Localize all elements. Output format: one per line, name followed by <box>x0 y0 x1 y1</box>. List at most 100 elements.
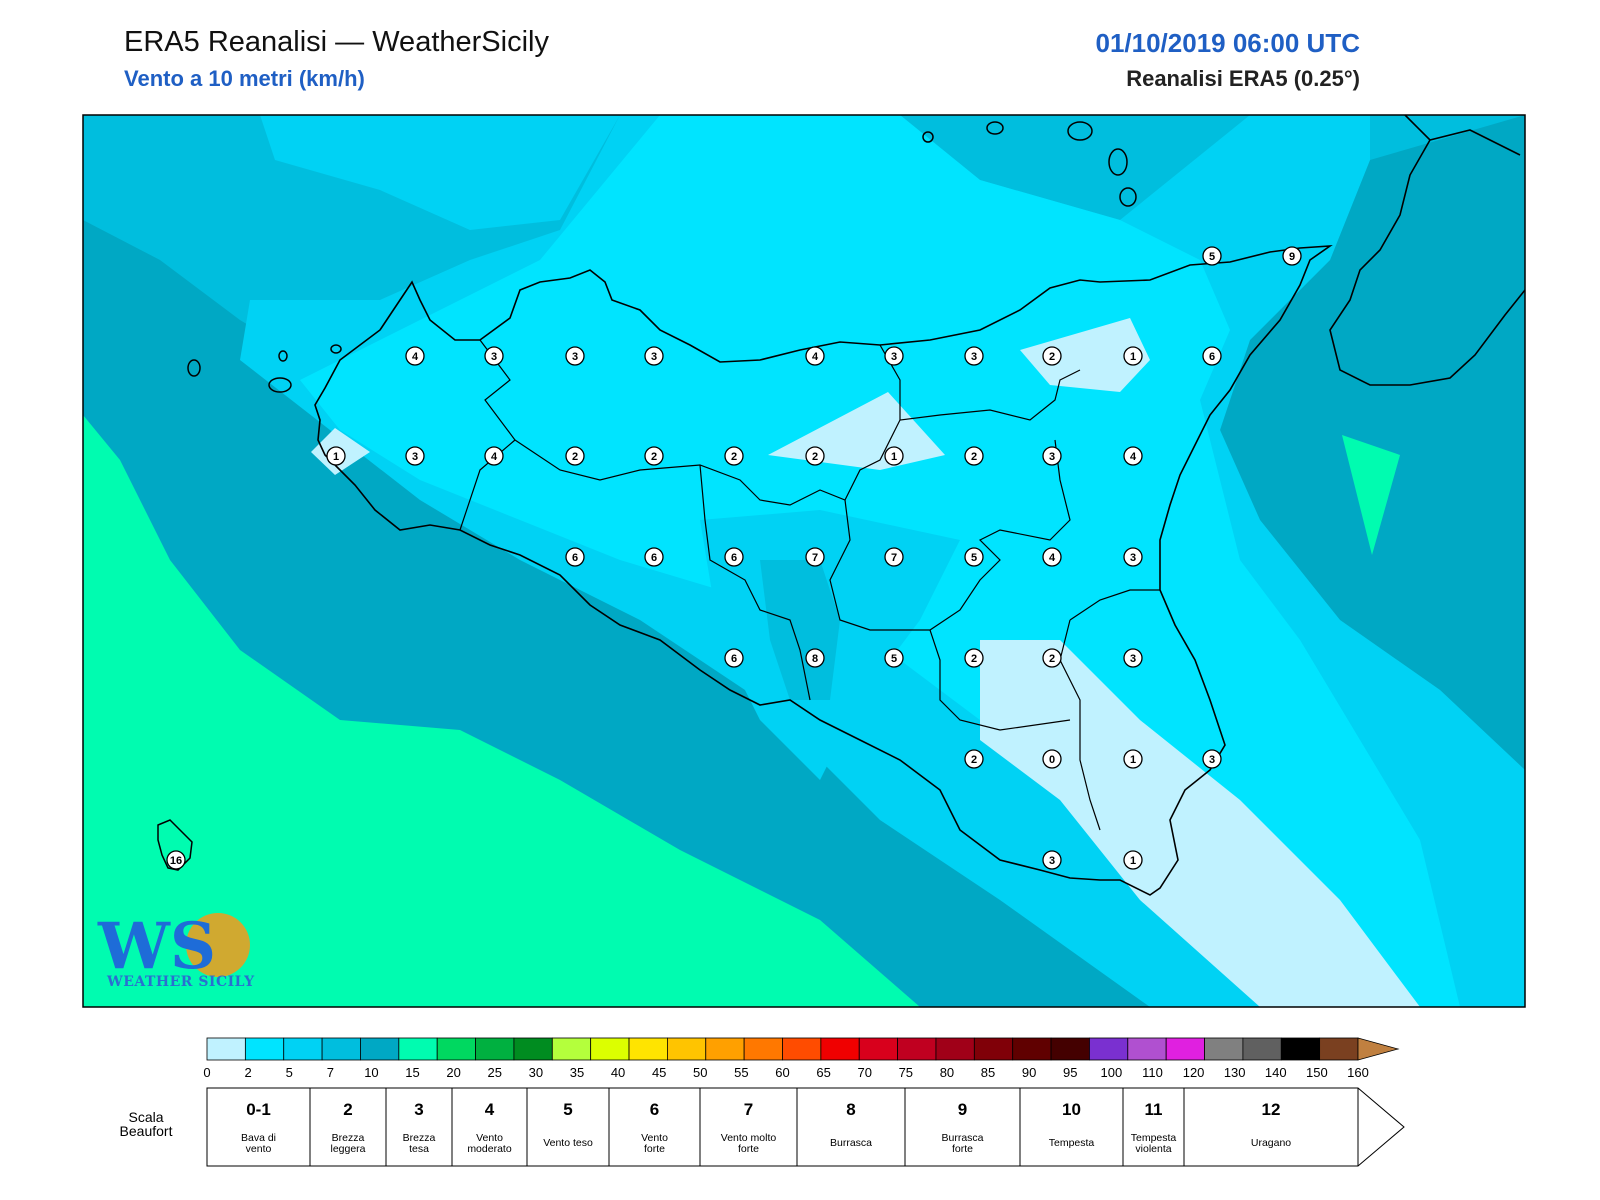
colorbar-tick-label: 130 <box>1224 1065 1246 1080</box>
colorbar-segment <box>244 1037 285 1061</box>
colorbar-segment <box>973 1037 1014 1061</box>
beaufort-description: Brezza <box>403 1132 436 1144</box>
colorbar-segment <box>513 1037 553 1061</box>
colorbar-tick-label: 140 <box>1265 1065 1287 1080</box>
station-marker: 3 <box>884 346 904 366</box>
beaufort-number: 11 <box>1145 1100 1163 1119</box>
station-value: 7 <box>812 552 818 564</box>
beaufort-description: forte <box>644 1143 665 1155</box>
colorbar-segment <box>782 1037 822 1061</box>
beaufort-cell: 12 Uragano <box>1183 1087 1405 1167</box>
station-marker: 0 <box>1042 749 1062 769</box>
colorbar-segment <box>858 1037 899 1061</box>
station-value: 6 <box>1209 351 1215 363</box>
beaufort-number: 5 <box>563 1100 572 1119</box>
station-value: 1 <box>1130 351 1136 363</box>
station-value: 3 <box>891 351 897 363</box>
sicily-coastline <box>314 245 1333 896</box>
station-value: 3 <box>651 351 657 363</box>
beaufort-description: forte <box>738 1143 759 1155</box>
beaufort-number: 2 <box>343 1100 352 1119</box>
colorbar-segment <box>935 1037 975 1061</box>
beaufort-description: Tempesta <box>1049 1137 1095 1149</box>
station-value: 2 <box>1049 653 1055 665</box>
station-value: 0 <box>1049 754 1055 766</box>
colorbar-segment <box>360 1037 400 1061</box>
station-value: 16 <box>170 855 182 867</box>
station-marker: 7 <box>884 547 904 567</box>
colorbar-segment <box>1089 1037 1129 1061</box>
logo-letters: WS <box>97 909 216 984</box>
beaufort-description: vento <box>246 1143 272 1155</box>
colorbar-tick-label: 120 <box>1183 1065 1205 1080</box>
colorbar-tick-label: 45 <box>652 1065 666 1080</box>
station-marker: 6 <box>724 648 744 668</box>
station-value: 8 <box>812 653 818 665</box>
colorbar-segment <box>398 1037 438 1061</box>
beaufort-number: 3 <box>414 1100 423 1119</box>
beaufort-description: Vento <box>641 1132 668 1144</box>
colorbar-arrow <box>1357 1037 1400 1061</box>
station-marker: 2 <box>565 446 585 466</box>
colorbar-tick-label: 15 <box>405 1065 419 1080</box>
beaufort-description: Uragano <box>1251 1137 1291 1149</box>
station-marker: 2 <box>964 749 984 769</box>
colorbar-tick-label: 160 <box>1347 1065 1369 1080</box>
station-marker: 7 <box>805 547 825 567</box>
colorbar-segment <box>897 1037 937 1061</box>
station-marker: 3 <box>1042 446 1062 466</box>
beaufort-number: 6 <box>650 1100 659 1119</box>
station-value: 1 <box>1130 855 1136 867</box>
beaufort-cell: 5 Vento teso <box>526 1087 610 1167</box>
station-value: 3 <box>1049 855 1055 867</box>
beaufort-description: Bava di <box>241 1132 276 1144</box>
colorbar-tick-label: 80 <box>940 1065 954 1080</box>
station-marker: 3 <box>1042 850 1062 870</box>
station-marker: 1 <box>1123 749 1143 769</box>
station-markers: 5 94 3 3 3 4 3 3 2 1 61 3 4 2 2 2 2 1 2 3 46 6 6 7 7 5 4 36 8 5 2 2 32 0 1… <box>166 246 1302 870</box>
colorbar-tick-label: 100 <box>1101 1065 1123 1080</box>
station-value: 7 <box>891 552 897 564</box>
beaufort-cell: 8 Burrasca <box>796 1087 906 1167</box>
station-value: 2 <box>1049 351 1055 363</box>
station-value: 2 <box>971 451 977 463</box>
beaufort-description: Brezza <box>332 1132 365 1144</box>
station-value: 3 <box>1130 653 1136 665</box>
colorbar-segment <box>1242 1037 1282 1061</box>
weathersicily-logo: WS <box>97 909 250 984</box>
station-marker: 2 <box>724 446 744 466</box>
colorbar-segment <box>1127 1037 1167 1061</box>
station-value: 3 <box>971 351 977 363</box>
beaufort-label-line1: Scala <box>128 1109 164 1125</box>
colorbar-segment <box>1319 1037 1359 1061</box>
colorbar-segment <box>1050 1037 1090 1061</box>
valid-datetime: 01/10/2019 06:00 UTC <box>1095 28 1360 58</box>
station-value: 3 <box>412 451 418 463</box>
beaufort-description: Tempesta <box>1131 1132 1177 1144</box>
logo-text: WEATHER SICILY <box>107 974 255 990</box>
colorbar-segment <box>820 1037 860 1061</box>
colorbar-tick-label: 10 <box>364 1065 378 1080</box>
station-marker: 1 <box>1123 346 1143 366</box>
station-marker: 6 <box>644 547 664 567</box>
station-marker: 6 <box>724 547 744 567</box>
station-value: 1 <box>333 451 339 463</box>
station-marker: 16 <box>166 850 186 870</box>
beaufort-description: Vento molto <box>721 1132 777 1144</box>
colorbar <box>206 1037 1400 1061</box>
station-value: 3 <box>572 351 578 363</box>
colorbar-segment <box>321 1037 361 1061</box>
colorbar-tick-label: 55 <box>734 1065 748 1080</box>
beaufort-description: tesa <box>409 1143 429 1155</box>
station-value: 6 <box>731 653 737 665</box>
station-value: 3 <box>491 351 497 363</box>
station-value: 3 <box>1130 552 1136 564</box>
station-marker: 3 <box>1123 648 1143 668</box>
station-marker: 2 <box>964 446 984 466</box>
colorbar-ticks: 0 2 5 7 10 15 20 25 30 35 40 45 50 55 60 65 70 75 80 85 90 95… <box>203 1065 1368 1080</box>
station-value: 4 <box>1130 451 1137 463</box>
beaufort-number: 7 <box>744 1100 753 1119</box>
beaufort-description: forte <box>952 1143 973 1155</box>
